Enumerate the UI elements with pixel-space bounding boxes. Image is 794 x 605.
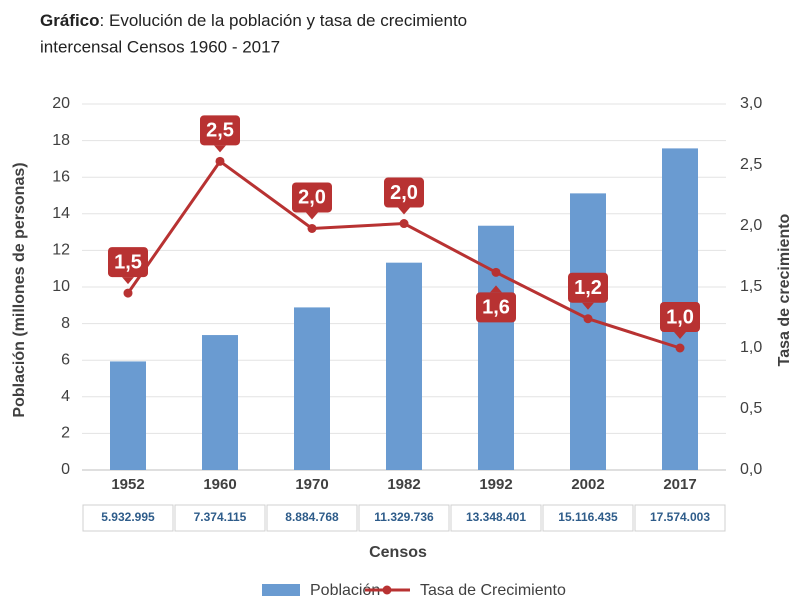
x-tick-label: 1982 — [387, 476, 420, 493]
legend-swatch — [382, 585, 392, 595]
table-cell — [358, 504, 450, 532]
y-tick-label: 16 — [52, 168, 70, 185]
y2-tick-label: 2,5 — [740, 156, 762, 173]
table-value: 8.884.768 — [285, 510, 339, 524]
label-pointer — [582, 302, 594, 310]
label-pointer — [674, 332, 686, 339]
line-point — [491, 267, 501, 277]
legend-label: Tasa de Crecimiento — [420, 582, 566, 599]
y2-tick-label: 0,5 — [740, 400, 762, 417]
title-prefix: Gráfico — [40, 11, 100, 30]
label-pointer — [122, 277, 134, 285]
x-tick-label: 1952 — [111, 476, 144, 493]
table-cell — [174, 504, 266, 532]
label-pointer — [306, 212, 318, 220]
line-point — [583, 314, 593, 324]
legend-label: Población — [310, 582, 380, 599]
data-label: 1,6 — [482, 297, 510, 319]
y2-tick-label: 1,5 — [740, 278, 762, 295]
legend-swatch — [262, 584, 300, 596]
table-cell — [266, 504, 358, 532]
title-text: : Evolución de la población y tasa de cr… — [100, 11, 468, 30]
table-cell — [542, 504, 634, 532]
bar — [294, 307, 330, 470]
y-tick-label: 0 — [61, 461, 70, 478]
label-box — [568, 272, 608, 303]
data-label: 1,0 — [666, 306, 694, 328]
y-tick-label: 20 — [52, 95, 70, 112]
data-label: 1,2 — [574, 277, 602, 299]
table-value: 17.574.003 — [650, 510, 710, 524]
line-point — [307, 223, 317, 233]
table-value: 7.374.115 — [194, 510, 247, 524]
table-cell — [634, 504, 726, 532]
bar — [202, 335, 238, 470]
table-value: 11.329.736 — [374, 510, 434, 524]
bar — [478, 225, 514, 470]
label-pointer — [214, 145, 226, 153]
y-tick-label: 6 — [61, 351, 70, 368]
table-cell — [82, 504, 174, 532]
table-value: 15.116.435 — [558, 510, 618, 524]
label-pointer — [398, 207, 410, 215]
y2-axis-label: Tasa de crecimiento — [776, 213, 793, 366]
label-pointer — [490, 285, 502, 293]
x-tick-label: 1992 — [479, 476, 512, 493]
label-box — [384, 177, 424, 208]
label-box — [292, 182, 332, 213]
y2-tick-label: 0,0 — [740, 461, 762, 478]
y2-tick-label: 1,0 — [740, 339, 762, 356]
y-tick-label: 8 — [61, 315, 70, 332]
bar — [386, 262, 422, 470]
x-tick-label: 1960 — [203, 476, 236, 493]
y-tick-label: 10 — [52, 278, 70, 295]
y-tick-label: 12 — [52, 242, 70, 259]
data-label: 2,0 — [390, 182, 418, 204]
table-value: 13.348.401 — [466, 510, 526, 524]
table-cell — [450, 504, 542, 532]
y-tick-label: 14 — [52, 205, 70, 222]
y2-tick-label: 3,0 — [740, 95, 762, 112]
line-point — [675, 343, 685, 353]
label-box — [108, 247, 148, 278]
data-label: 2,5 — [206, 120, 234, 142]
x-axis-label: Censos — [369, 544, 427, 561]
y-tick-label: 4 — [61, 388, 70, 405]
line-point — [215, 156, 225, 166]
chart-title: Gráfico: Evolución de la población y tas… — [40, 11, 467, 30]
x-tick-label: 2017 — [663, 476, 696, 493]
data-label: 1,5 — [114, 251, 142, 273]
x-tick-label: 1970 — [295, 476, 328, 493]
label-box — [660, 302, 700, 332]
y-tick-label: 2 — [61, 425, 70, 442]
chart-subtitle: intercensal Censos 1960 - 2017 — [40, 37, 280, 56]
data-label: 2,0 — [298, 187, 326, 209]
bar — [570, 193, 606, 470]
x-tick-label: 2002 — [571, 476, 604, 493]
label-box — [476, 292, 516, 323]
bar — [110, 361, 146, 470]
line-point — [399, 219, 409, 229]
label-box — [200, 115, 240, 146]
y-axis-label: Población (millones de personas) — [11, 162, 28, 417]
line-point — [123, 288, 133, 298]
y-tick-label: 18 — [52, 132, 70, 149]
table-value: 5.932.995 — [101, 510, 155, 524]
y2-tick-label: 2,0 — [740, 217, 762, 234]
